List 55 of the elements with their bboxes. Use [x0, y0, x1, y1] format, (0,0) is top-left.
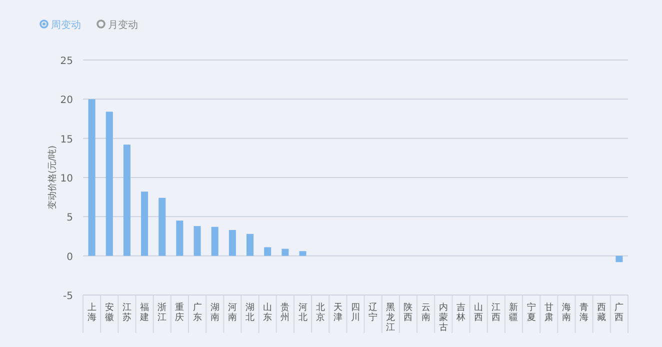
x-tick-label: 广东 — [192, 302, 202, 323]
bar — [211, 226, 218, 256]
x-tick-label: 河北 — [298, 302, 308, 323]
x-tick-label: 广西 — [614, 302, 624, 323]
x-tick-label: 浙江 — [158, 302, 167, 323]
x-tick-label: 安徽 — [104, 302, 114, 323]
legend-label: 周变动 — [51, 19, 81, 31]
x-tick-label: 福建 — [139, 302, 150, 323]
x-tick-label: 江苏 — [122, 302, 132, 323]
bar — [228, 230, 236, 256]
bar — [123, 144, 130, 256]
bar — [158, 198, 166, 256]
bar — [299, 251, 306, 256]
bar — [106, 112, 113, 256]
x-tick-label: 宁夏 — [526, 302, 536, 323]
y-tick-label: 5 — [66, 212, 73, 224]
x-tick-label: 贵州 — [280, 302, 290, 323]
x-tick-label: 重庆 — [175, 302, 184, 323]
y-tick-label: -5 — [63, 291, 73, 302]
x-tick-label: 云南 — [421, 303, 430, 323]
x-tick-label: 天津 — [333, 302, 342, 323]
x-tick-label: 内蒙古 — [438, 302, 448, 333]
y-tick-label: 20 — [60, 95, 73, 106]
x-tick-label: 湖南 — [210, 302, 220, 323]
bar — [176, 220, 184, 256]
x-tick-label: 西藏 — [597, 303, 606, 323]
x-tick-label: 山东 — [263, 302, 272, 323]
legend-label: 月变动 — [108, 19, 138, 31]
x-tick-label: 吉林 — [455, 302, 466, 323]
bar — [282, 248, 289, 256]
y-tick-label: 15 — [60, 134, 73, 146]
bar — [264, 247, 272, 256]
x-tick-label: 山西 — [474, 302, 484, 323]
x-tick-label: 江西 — [492, 302, 501, 323]
bar — [246, 234, 254, 256]
y-tick-label: 25 — [60, 56, 73, 67]
x-tick-label: 青海 — [580, 302, 589, 323]
y-tick-label: 0 — [66, 252, 73, 263]
bar — [616, 256, 623, 262]
x-tick-label: 黑龙江 — [386, 302, 396, 333]
y-axis-title: 变动价格(元/吨) — [47, 145, 58, 210]
x-tick-label: 甘肃 — [544, 302, 554, 323]
x-tick-label: 海南 — [562, 302, 571, 323]
x-tick-label: 四川 — [351, 303, 360, 323]
y-tick-label: 10 — [60, 174, 73, 184]
x-tick-label: 陕西 — [404, 302, 413, 323]
x-tick-label: 上海 — [87, 302, 96, 323]
x-tick-label: 北京 — [316, 302, 325, 323]
x-tick-label: 湖北 — [246, 302, 255, 323]
bar — [88, 99, 96, 256]
bar — [194, 226, 201, 256]
x-tick-label: 河南 — [228, 302, 237, 323]
bar — [141, 192, 148, 256]
x-tick-label: 辽宁 — [368, 302, 378, 323]
x-tick-label: 新疆 — [509, 302, 518, 323]
